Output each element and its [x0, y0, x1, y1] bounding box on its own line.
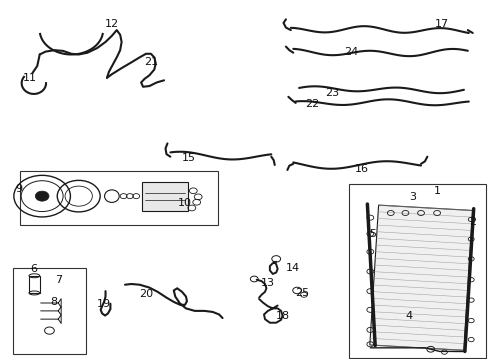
Bar	[20, 171, 217, 225]
Text: 4: 4	[405, 311, 412, 320]
Polygon shape	[369, 205, 472, 350]
Text: 16: 16	[354, 163, 368, 174]
Bar	[142, 182, 188, 211]
Text: 14: 14	[285, 263, 300, 273]
Text: 24: 24	[343, 46, 357, 57]
Circle shape	[35, 191, 49, 201]
Text: 19: 19	[97, 299, 111, 309]
Text: 20: 20	[139, 289, 153, 299]
Text: 1: 1	[433, 186, 440, 196]
Text: 6: 6	[30, 264, 37, 274]
Text: 8: 8	[50, 297, 57, 307]
Text: 23: 23	[325, 88, 339, 98]
Bar	[13, 268, 86, 354]
Text: 7: 7	[55, 275, 61, 285]
Text: 2: 2	[468, 217, 475, 227]
Text: 25: 25	[294, 288, 308, 298]
Text: 10: 10	[178, 198, 192, 208]
Text: 12: 12	[104, 19, 119, 29]
Bar	[348, 184, 485, 357]
Text: 21: 21	[143, 57, 158, 67]
Text: 13: 13	[261, 278, 274, 288]
Text: 11: 11	[23, 73, 37, 83]
Text: 5: 5	[368, 229, 375, 239]
Text: 15: 15	[181, 153, 195, 163]
Text: 22: 22	[304, 99, 318, 109]
Bar	[29, 276, 40, 293]
Text: 17: 17	[434, 19, 448, 29]
Text: 9: 9	[16, 184, 23, 194]
Text: 3: 3	[408, 192, 415, 202]
Text: 18: 18	[275, 311, 289, 320]
